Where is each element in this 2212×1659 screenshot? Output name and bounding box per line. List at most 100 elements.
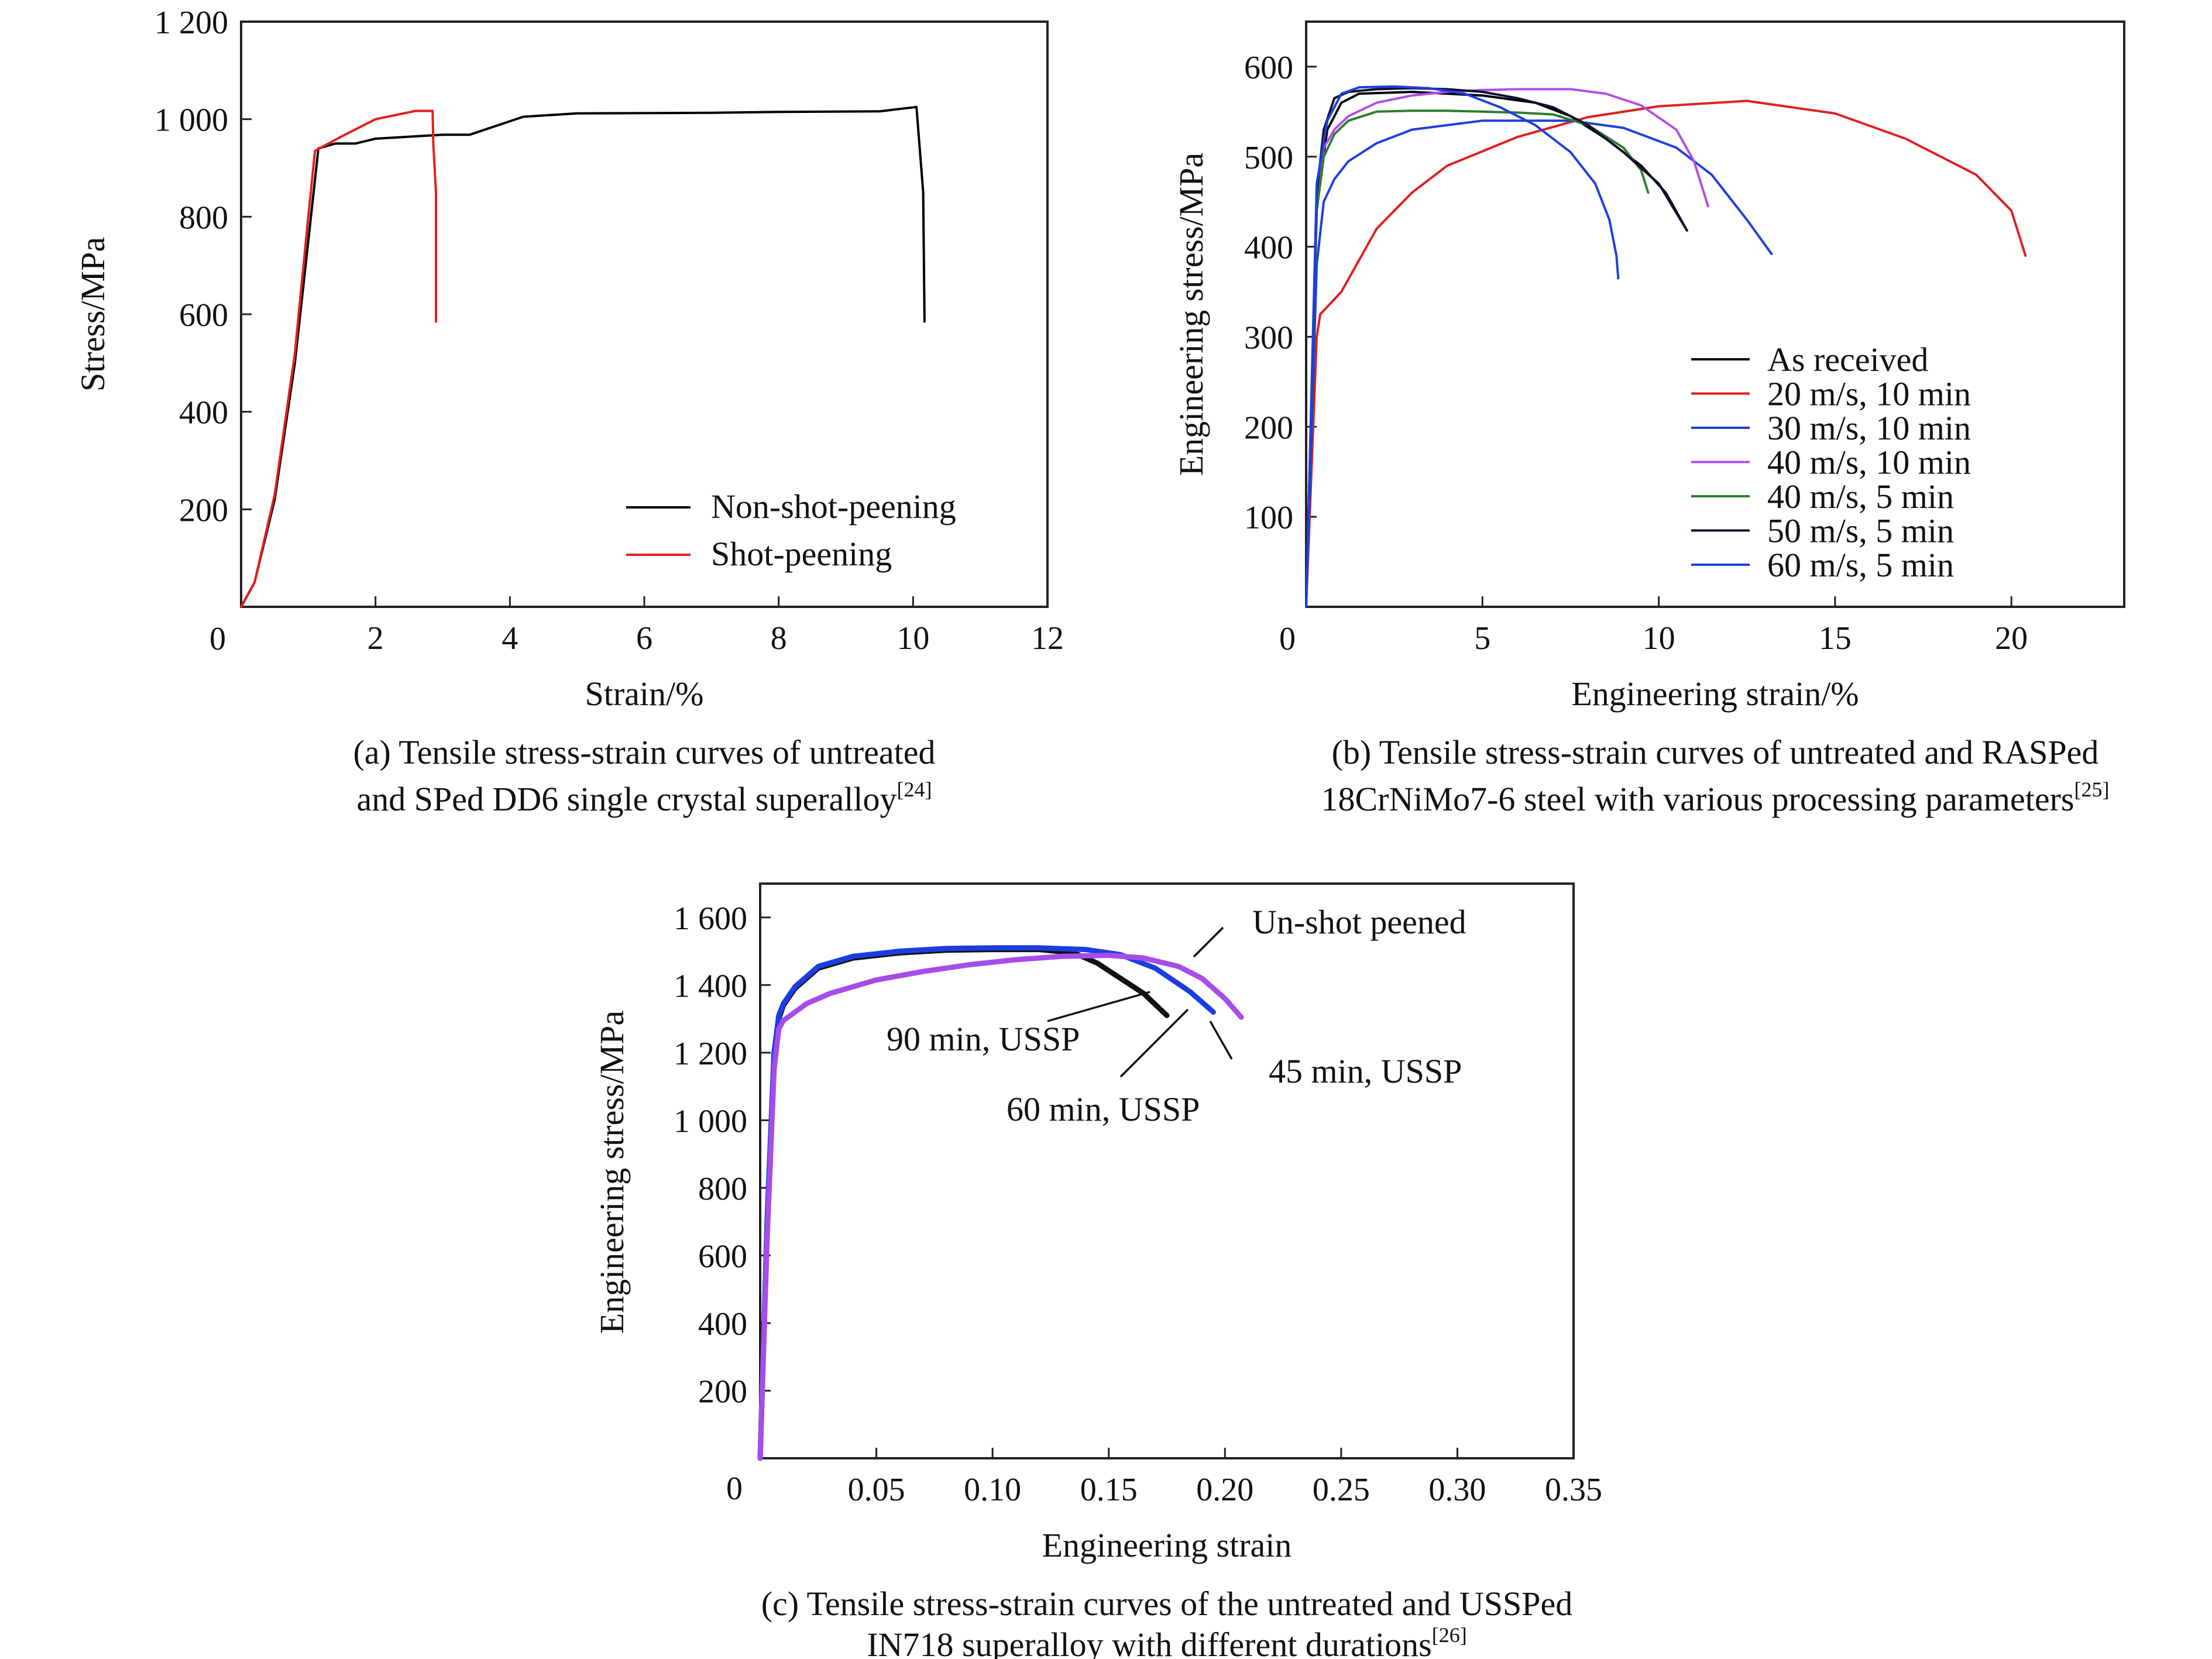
panel-c-caption-line-1: (c) Tensile stress-strain curves of the … xyxy=(761,1585,1573,1623)
panel-c-origin-label: 0 xyxy=(726,1471,743,1507)
panel-b-x-tick-label: 10 xyxy=(1643,620,1675,657)
panel-b-series xyxy=(1305,85,2027,608)
series-line-50-m-s-5-min xyxy=(1305,87,1688,608)
panel-a-y-tick-label: 1 200 xyxy=(154,5,228,41)
panel-a-y-tick-label: 1 000 xyxy=(154,102,228,139)
annotation-60-min-ussp: 60 min, USSP xyxy=(1007,1090,1200,1128)
series-line-30-m-s-10-min xyxy=(1305,119,1773,608)
panel-b-y-axis-label: Engineering stress/MPa xyxy=(1172,153,1210,476)
panel-b-y-tick-label: 400 xyxy=(1244,230,1293,266)
series-line-60-m-s-5-min xyxy=(1305,85,1620,608)
panel-a-x-axis-label: Strain/% xyxy=(585,675,704,713)
panel-c-y-tick-label: 1 000 xyxy=(674,1103,747,1139)
series-line-20-m-s-10-min xyxy=(1305,99,2027,608)
panel-a-x-tick-label: 6 xyxy=(636,620,652,657)
panel-b-origin-label: 0 xyxy=(1279,621,1296,657)
panel-b-caption-ref: [25] xyxy=(2074,778,2110,801)
panel-b-x-tick-label: 5 xyxy=(1474,620,1490,657)
panel-a-caption-ref: [24] xyxy=(897,778,932,801)
panel-b-x-axis-label: Engineering strain/% xyxy=(1571,675,1859,713)
panel-b-y-tick-label: 500 xyxy=(1244,140,1293,176)
panel-c-y-tick-label: 600 xyxy=(698,1238,747,1275)
panel-b-x-tick-label: 15 xyxy=(1819,620,1852,657)
panel-b-caption-line-1: (b) Tensile stress-strain curves of untr… xyxy=(1332,733,2099,771)
legend-label-40-m-s-10-min: 40 m/s, 10 min xyxy=(1767,444,1971,482)
panel-b-y-tick-label: 100 xyxy=(1244,500,1293,536)
panel-c-x-tick-label: 0.35 xyxy=(1545,1472,1602,1508)
legend-label-30-m-s-10-min: 30 m/s, 10 min xyxy=(1767,409,1971,447)
panel-a-x-tick-label: 10 xyxy=(897,620,929,657)
panel-b-caption-line-2: 18CrNiMo7-6 steel with various processin… xyxy=(1321,778,2110,818)
legend-label-50-m-s-5-min: 50 m/s, 5 min xyxy=(1767,512,1954,550)
annotation-un-shot-peened-leader xyxy=(1193,926,1224,958)
panel-c-y-axis-label: Engineering stress/MPa xyxy=(593,1011,631,1334)
panel-b-ticks: 5 10 15 20 100 200 300 400 500 600 xyxy=(1244,50,2028,657)
panel-b-y-tick-label: 300 xyxy=(1244,320,1293,356)
panel-b-x-tick-label: 20 xyxy=(1995,620,2028,657)
panel-a-x-tick-label: 2 xyxy=(367,620,384,657)
panel-c-caption-ref: [26] xyxy=(1432,1623,1467,1647)
panel-c-x-tick-label: 0.05 xyxy=(848,1472,905,1508)
panel-c-y-tick-label: 400 xyxy=(698,1306,747,1342)
panel-b-y-tick-label: 600 xyxy=(1244,50,1293,86)
panel-c-x-tick-label: 0.15 xyxy=(1080,1472,1138,1508)
panel-a-caption-line-1: (a) Tensile stress-strain curves of untr… xyxy=(353,733,935,771)
panel-a-x-tick-label: 8 xyxy=(771,620,787,657)
panel-a-caption-line-2: and SPed DD6 single crystal superalloy[2… xyxy=(357,778,932,818)
series-line-40-m-s-10-min xyxy=(1305,88,1709,608)
panel-c-ticks: 0.05 0.10 0.15 0.20 0.25 0.30 0.35 200 400 600 800… xyxy=(674,901,1602,1508)
panel-c-y-tick-label: 1 200 xyxy=(674,1036,747,1072)
panel-c-x-tick-label: 0.20 xyxy=(1196,1472,1253,1508)
panel-a-y-tick-label: 400 xyxy=(179,395,228,431)
panel-a-series xyxy=(240,105,926,608)
annotation-45-min-ussp: 45 min, USSP xyxy=(1269,1052,1462,1090)
series-line-40-m-s-5-min xyxy=(1305,109,1650,608)
panel-a-y-axis-label: Stress/MPa xyxy=(74,237,112,391)
legend-label-20-m-s-10-min: 20 m/s, 10 min xyxy=(1767,375,1971,413)
panel-a-origin-label: 0 xyxy=(209,621,226,657)
annotation-45-min-ussp-leader xyxy=(1209,1021,1233,1060)
panel-a-x-tick-label: 12 xyxy=(1031,620,1064,657)
panel-c-caption-line-2: IN718 superalloy with different duration… xyxy=(867,1623,1466,1659)
panel-a-x-tick-label: 4 xyxy=(502,620,518,657)
series-line-shot-peening xyxy=(240,109,437,608)
panel-c-x-tick-label: 0.25 xyxy=(1313,1472,1370,1508)
panel-c-caption-line-2-text: IN718 superalloy with different duration… xyxy=(867,1626,1431,1659)
panel-a-chart: 2 4 6 8 10 12 200 400 600 800 1 000 1 200 0 Strain/… xyxy=(74,5,1064,818)
series-line-non-shot-peening xyxy=(240,105,926,608)
panel-a-y-tick-label: 800 xyxy=(179,200,228,236)
panel-c-plot-frame xyxy=(759,882,1575,1459)
legend-label-non-shot-peening: Non-shot-peening xyxy=(711,487,956,525)
annotation-60-min-ussp-leader xyxy=(1119,1008,1189,1078)
panel-c-y-tick-label: 800 xyxy=(698,1171,747,1207)
annotation-90-min-ussp: 90 min, USSP xyxy=(887,1020,1080,1058)
legend-label-60-m-s-5-min: 60 m/s, 5 min xyxy=(1767,546,1954,584)
annotation-90-min-ussp-leader xyxy=(1047,991,1150,1022)
legend-label-shot-peening: Shot-peening xyxy=(711,535,892,573)
panel-a-y-tick-label: 200 xyxy=(179,492,228,528)
panel-c-chart: 0.05 0.10 0.15 0.20 0.25 0.30 0.35 200 400 600 800… xyxy=(593,882,1602,1659)
panel-c-x-tick-label: 0.30 xyxy=(1428,1472,1486,1508)
panel-b-chart: 5 10 15 20 100 200 300 400 500 600 0 Engineering … xyxy=(1172,20,2125,818)
panel-c-annotations: Un-shot peened 90 min, USSP 60 min, USSP… xyxy=(887,903,1466,1128)
panel-b-plot-frame xyxy=(1305,20,2125,608)
panel-c-x-tick-label: 0.10 xyxy=(964,1472,1021,1508)
series-line-as-received xyxy=(1305,91,1688,608)
panel-b-y-tick-label: 200 xyxy=(1244,410,1293,446)
panel-c-y-tick-label: 200 xyxy=(698,1373,747,1410)
series-line-45-min-ussp xyxy=(757,953,1244,1461)
panel-c-y-tick-label: 1 600 xyxy=(674,901,747,937)
panel-a-legend: Non-shot-peening Shot-peening xyxy=(626,487,956,573)
panel-a-ticks: 2 4 6 8 10 12 200 400 600 800 1 000 1 200 xyxy=(154,5,1064,657)
annotation-un-shot-peened: Un-shot peened xyxy=(1252,903,1466,941)
legend-label-as-received: As received xyxy=(1767,341,1928,379)
panel-b-caption-line-2-text: 18CrNiMo7-6 steel with various processin… xyxy=(1321,780,2074,818)
panel-c-y-tick-label: 1 400 xyxy=(674,968,747,1004)
panel-a-caption-line-2-text: and SPed DD6 single crystal superalloy xyxy=(357,780,897,818)
legend-label-40-m-s-5-min: 40 m/s, 5 min xyxy=(1767,478,1954,516)
panel-c-x-axis-label: Engineering strain xyxy=(1042,1526,1292,1564)
panel-c-series xyxy=(757,945,1244,1461)
panel-a-y-tick-label: 600 xyxy=(179,297,228,334)
